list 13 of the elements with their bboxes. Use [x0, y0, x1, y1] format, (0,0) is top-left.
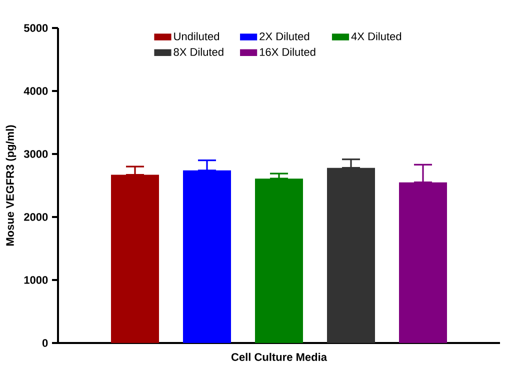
y-tick-label: 3000: [24, 150, 48, 158]
legend-label: 16X Diluted: [260, 48, 316, 56]
legend-label: 4X Diluted: [351, 32, 402, 40]
y-tick-label: 1000: [24, 276, 48, 284]
y-tick-label: 0: [42, 339, 48, 347]
y-tick-label: 5000: [24, 24, 48, 32]
y-axis-title: Mosue VEGFR3 (pg/ml): [6, 125, 16, 246]
legend-label: 8X Diluted: [174, 48, 224, 56]
y-tick-label: 2000: [24, 213, 48, 221]
legend-label: 2X Diluted: [260, 32, 310, 40]
legend-label: Undiluted: [174, 32, 220, 40]
y-tick-label: 4000: [24, 87, 48, 95]
x-tick-label: Cell Culture Media: [231, 352, 328, 361]
